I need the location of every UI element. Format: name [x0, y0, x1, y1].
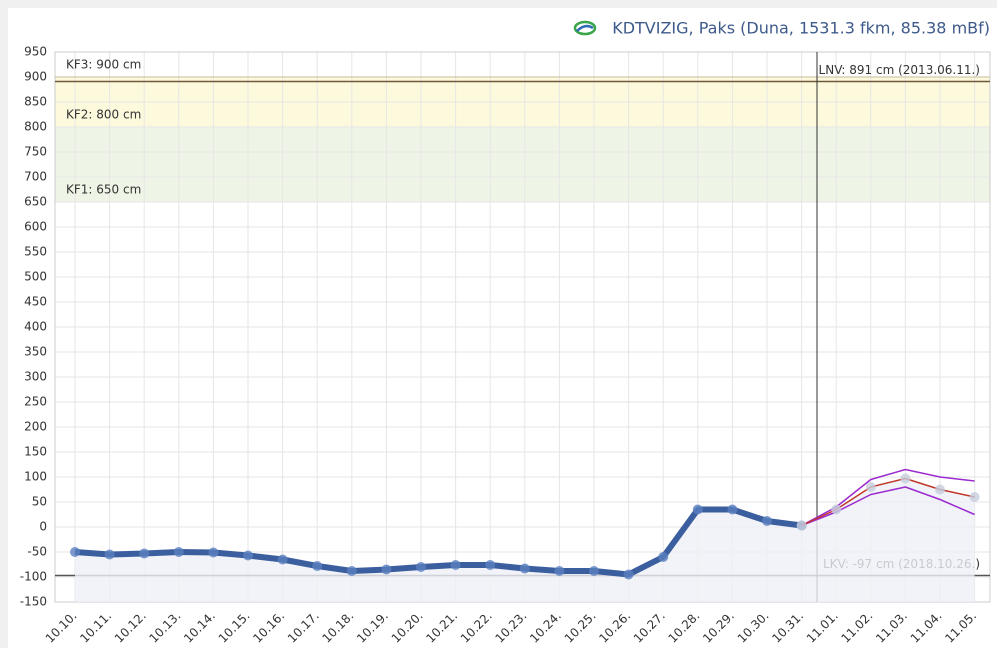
y-tick-label: 450 [24, 295, 47, 309]
point [762, 516, 772, 526]
point [312, 561, 323, 571]
y-tick-label: 100 [24, 470, 47, 484]
y-tick-label: 900 [24, 70, 47, 84]
series-line [74, 506, 802, 578]
y-tick-label: -50 [27, 545, 47, 559]
point [243, 550, 253, 561]
y-tick-label: -100 [20, 570, 47, 584]
point [346, 566, 357, 576]
point [900, 473, 911, 484]
threshold-label: KF2: 800 cm [66, 108, 141, 122]
y-tick-label: 600 [24, 220, 47, 234]
series-line [801, 486, 975, 527]
y-tick-label: 350 [24, 345, 47, 359]
point [173, 547, 184, 557]
threshold-band [55, 127, 990, 202]
y-tick-label: 50 [32, 495, 47, 509]
point [139, 548, 150, 559]
point [519, 563, 530, 574]
point [831, 504, 842, 515]
point [865, 482, 876, 492]
series-line [801, 468, 975, 527]
point [70, 547, 80, 557]
series-line [801, 477, 975, 527]
reference-label: LNV: 891 cm (2013.06.11.) [819, 63, 980, 77]
threshold-label: KF3: 900 cm [66, 58, 141, 72]
point [277, 554, 288, 565]
point [589, 566, 599, 576]
y-tick-label: 150 [24, 445, 47, 459]
point [935, 484, 945, 495]
point [208, 547, 219, 558]
area [75, 509, 802, 602]
y-tick-label: 950 [24, 45, 47, 59]
point [727, 504, 738, 515]
chart-title: KDTVIZIG, Paks (Duna, 1531.3 fkm, 85.38 … [612, 19, 990, 38]
area [801, 478, 975, 602]
point [692, 504, 703, 515]
point [969, 492, 980, 502]
point [381, 564, 392, 575]
y-tick-label: 650 [24, 195, 47, 209]
y-tick-label: 250 [24, 395, 47, 409]
point [104, 549, 115, 560]
point [485, 560, 496, 570]
y-tick-label: 400 [24, 320, 47, 334]
y-tick-label: 0 [39, 520, 47, 534]
y-tick-label: 500 [24, 270, 47, 284]
point [450, 560, 461, 570]
point [416, 562, 426, 572]
y-tick-label: 550 [24, 245, 47, 259]
point [796, 520, 807, 531]
y-tick-label: 300 [24, 370, 47, 384]
y-tick-label: 850 [24, 95, 47, 109]
threshold-label: KF1: 650 cm [66, 183, 141, 197]
point [554, 566, 565, 576]
y-tick-label: 800 [24, 120, 47, 134]
y-tick-label: 750 [24, 145, 47, 159]
y-tick-label: -150 [20, 595, 47, 609]
logo-icon [573, 20, 597, 36]
point [658, 552, 669, 562]
point [623, 569, 634, 580]
y-tick-label: 200 [24, 420, 47, 434]
y-tick-label: 700 [24, 170, 47, 184]
